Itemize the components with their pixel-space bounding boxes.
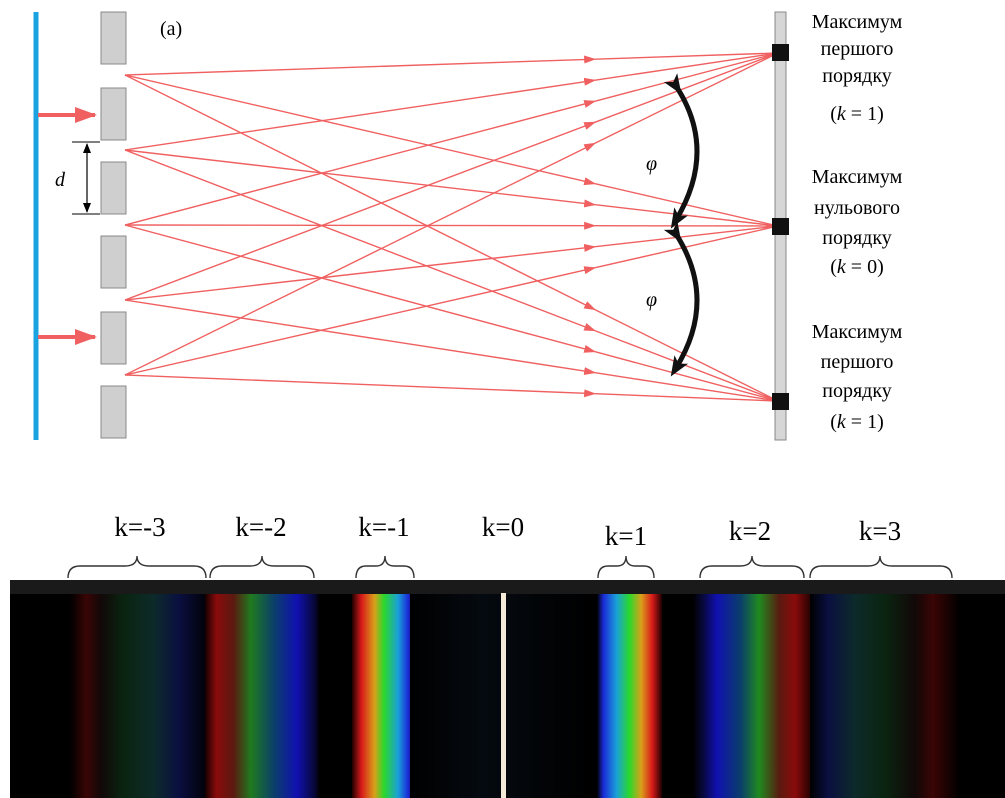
slit-block [100, 161, 127, 215]
ray-segment [124, 77, 597, 151]
max-marker-middle [772, 218, 789, 235]
spectrum-band [597, 594, 662, 798]
svg-text:порядку: порядку [822, 380, 892, 402]
grating-diagram: d (a) φ φ Максимум першого порядку (k = … [33, 11, 903, 441]
order-label-0: k=0 [482, 512, 524, 542]
max-label-top: Максимум першого порядку (k = 1) [812, 11, 903, 125]
ray-segment [124, 266, 597, 376]
spectrum-band [70, 594, 210, 798]
ray-segment [124, 221, 597, 230]
zero-order-line [501, 593, 506, 798]
ray-segment [595, 372, 779, 402]
spectrum-band [352, 594, 416, 798]
svg-text:порядку: порядку [822, 65, 892, 87]
ray-segment [594, 330, 779, 402]
slit-block [100, 87, 127, 141]
ray-segment [595, 225, 779, 269]
order-labels: k=-3 k=-2 k=-1 k=0 k=1 k=2 k=3 [114, 512, 901, 551]
ray-segment [124, 100, 597, 226]
ray-segment [595, 204, 779, 227]
angle-arcs: φ φ [646, 73, 700, 377]
order-label-p2: k=2 [729, 516, 771, 546]
max-label-middle: Максимум нульового порядку (k = 0) [812, 166, 903, 278]
order-label-m2: k=-2 [235, 512, 286, 542]
grating-slit-blocks [100, 11, 127, 439]
panel-label: (a) [160, 18, 182, 40]
spectrum-top-band [10, 580, 1005, 594]
ray-segment [124, 243, 597, 301]
order-label-p1: k=1 [605, 521, 647, 551]
order-label-m3: k=-3 [114, 512, 165, 542]
spectrum-bands [70, 594, 960, 798]
brace-p2 [699, 555, 805, 579]
svg-text:порядку: порядку [822, 227, 892, 249]
svg-text:(k = 1): (k = 1) [830, 103, 884, 125]
order-label-p3: k=3 [859, 516, 901, 546]
ray-segment [124, 149, 597, 208]
ray-segment [124, 74, 597, 186]
spectrum-panel: k=-3 k=-2 k=-1 k=0 k=1 k=2 k=3 [10, 512, 1005, 798]
svg-text:Максимум: Максимум [812, 166, 903, 188]
svg-text:нульового: нульового [814, 197, 900, 219]
ray-segment [595, 225, 779, 248]
angle-label-lower: φ [646, 289, 657, 311]
max-marker-top [772, 44, 789, 61]
svg-text:Максимум: Максимум [812, 321, 903, 343]
ray-segment [124, 299, 597, 375]
brace-m2 [209, 555, 315, 579]
brace-p1 [597, 555, 655, 579]
svg-text:першого: першого [821, 38, 894, 60]
ray-segment [124, 121, 597, 301]
slit-block [100, 11, 127, 65]
max-label-bottom: Максимум першого порядку (k = 1) [812, 321, 903, 433]
svg-text:першого: першого [821, 351, 894, 373]
slit-block [100, 235, 127, 289]
angle-arc-upper [663, 73, 700, 229]
slit-block [100, 311, 127, 365]
order-braces [67, 555, 953, 579]
ray-segment [124, 142, 597, 376]
slit-spacing-dimension: d [55, 141, 100, 215]
spectrum-band [810, 594, 960, 798]
brace-p3 [809, 555, 953, 579]
max-marker-bottom [772, 393, 789, 410]
ray-segment [124, 374, 597, 398]
angle-label-upper: φ [646, 153, 657, 175]
ray-segment [594, 52, 779, 123]
ray-segment [595, 52, 779, 60]
order-label-m1: k=-1 [358, 512, 409, 542]
ray-segment [595, 52, 779, 81]
ray-segment [124, 74, 597, 311]
ray-segment [124, 224, 597, 353]
brace-m3 [67, 555, 207, 579]
ray-segment [124, 55, 597, 76]
spectrum-band [410, 594, 590, 798]
diffracted-rays [124, 52, 779, 402]
svg-text:(k = 0): (k = 0) [830, 256, 884, 278]
brace-m1 [355, 555, 415, 579]
svg-text:(k = 1): (k = 1) [830, 411, 884, 433]
spectrum-band [693, 594, 813, 798]
ray-segment [595, 393, 779, 402]
ray-segment [594, 52, 779, 102]
angle-arc-lower [663, 221, 700, 377]
spectrum-band [205, 594, 320, 798]
svg-text:Максимум: Максимум [812, 11, 903, 33]
slit-spacing-label: d [55, 169, 66, 191]
slit-block [100, 385, 127, 439]
ray-segment [124, 149, 597, 332]
